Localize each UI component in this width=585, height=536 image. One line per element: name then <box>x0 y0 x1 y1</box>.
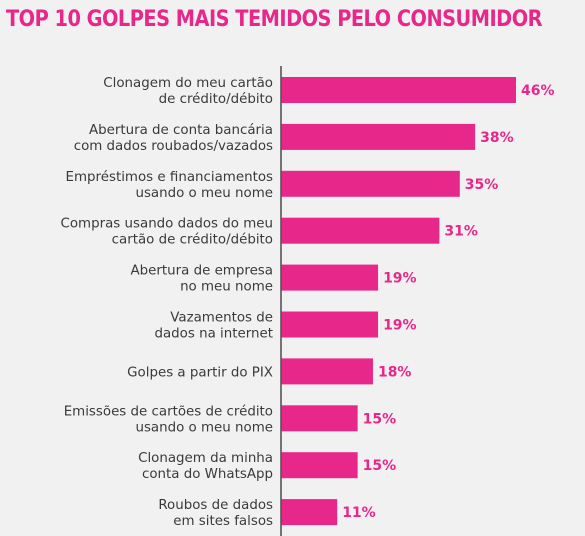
value-label-7: 18% <box>378 364 412 380</box>
category-label-3-line-1: Empréstimos e financiamentos <box>66 169 273 185</box>
bar-6 <box>281 311 379 338</box>
value-label-6: 19% <box>383 318 417 334</box>
bar-4 <box>281 217 440 244</box>
category-label-8-line-2: usando o meu nome <box>135 420 273 435</box>
category-label-9-line-1: Clonagem da minha <box>138 451 273 466</box>
category-label-4-line-2: cartão de crédito/débito <box>112 232 273 248</box>
bar-8 <box>281 405 358 432</box>
bar-1 <box>281 77 516 103</box>
value-label-8: 15% <box>363 411 397 427</box>
category-label-10-line-1: Roubos de dados <box>158 498 273 513</box>
category-label-1-line-1: Clonagem do meu cartão <box>103 76 273 91</box>
category-label-5-line-1: Abertura de empresa <box>130 264 273 279</box>
category-label-8-line-1: Emissões de cartões de crédito <box>64 403 273 419</box>
value-label-5: 19% <box>383 271 417 287</box>
bar-10 <box>281 499 338 526</box>
category-label-10-line-2: em sites falsos <box>173 514 273 529</box>
category-label-2-line-1: Abertura de conta bancária <box>89 122 273 138</box>
bar-2 <box>281 123 476 150</box>
value-label-3: 35% <box>465 177 499 193</box>
category-label-4-line-1: Compras usando dados do meu <box>61 217 274 232</box>
category-label-9-line-2: conta do WhatsApp <box>142 467 273 482</box>
category-label-2-line-2: com dados roubados/vazados <box>74 139 273 154</box>
category-label-6-line-1: Vazamentos de <box>170 311 273 326</box>
category-label-3-line-2: usando o meu nome <box>135 186 273 201</box>
category-label-1-line-2: de crédito/débito <box>159 91 273 107</box>
bar-9 <box>281 452 358 479</box>
bar-5 <box>281 264 379 291</box>
chart-title: TOP 10 GOLPES MAIS TEMIDOS PELO CONSUMID… <box>6 6 543 32</box>
category-label-6-line-2: dados na internet <box>154 327 273 342</box>
bars-layer <box>281 77 516 526</box>
category-label-7-line-1: Golpes a partir do PIX <box>127 365 273 380</box>
value-label-1: 46% <box>521 83 555 99</box>
bar-3 <box>281 170 460 197</box>
value-label-4: 31% <box>444 224 478 240</box>
value-label-2: 38% <box>480 130 514 146</box>
value-label-9: 15% <box>363 458 397 474</box>
value-label-10: 11% <box>342 505 376 521</box>
bar-7 <box>281 358 373 385</box>
category-label-5-line-2: no meu nome <box>180 280 273 295</box>
